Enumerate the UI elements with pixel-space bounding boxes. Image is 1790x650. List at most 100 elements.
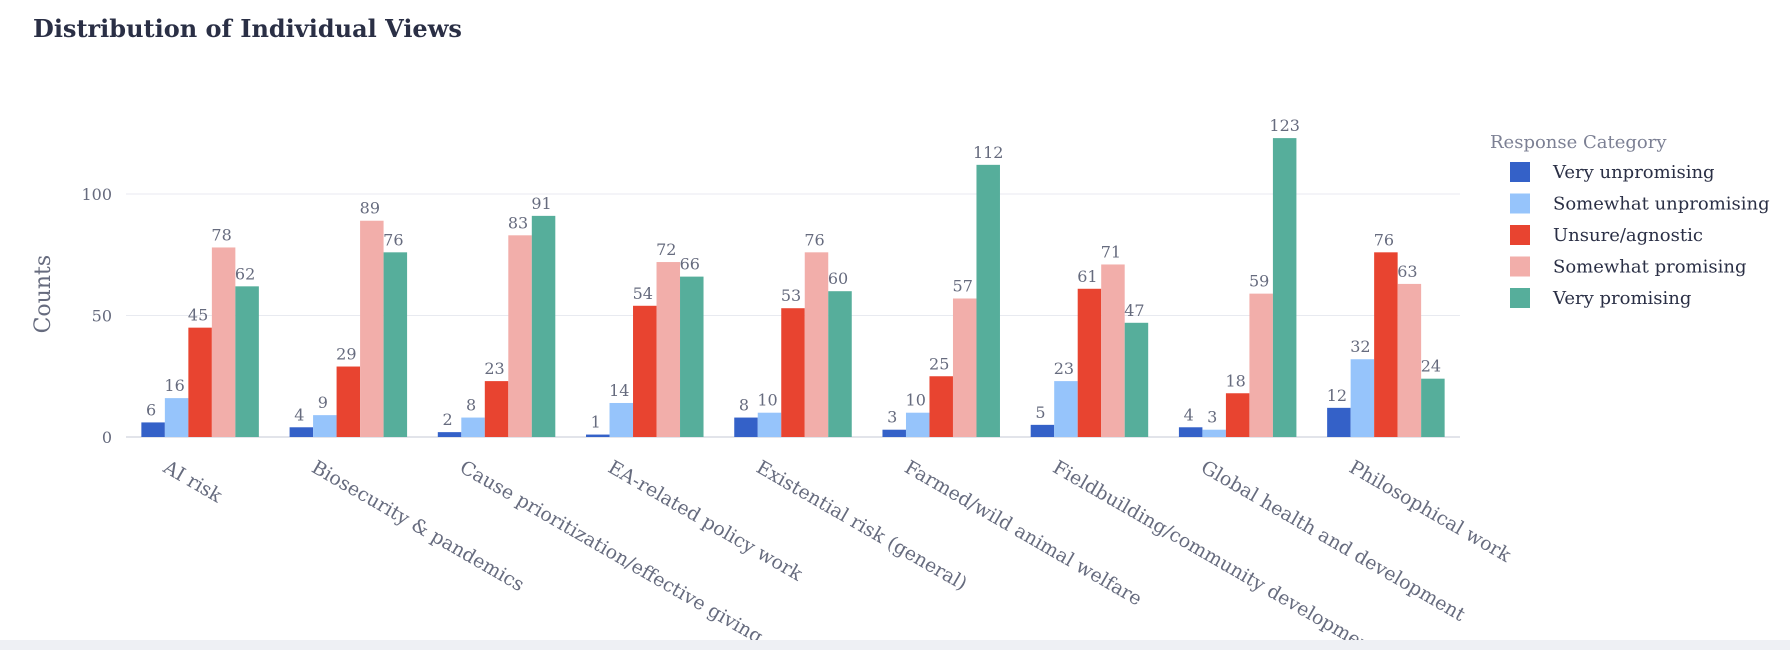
data-label: 24 (1421, 357, 1441, 376)
bars (141, 138, 1445, 438)
data-label: 45 (188, 306, 208, 325)
chart-title: Distribution of Individual Views (33, 14, 462, 43)
data-label: 63 (1397, 262, 1417, 281)
bar[interactable] (461, 417, 485, 437)
data-label: 123 (1269, 116, 1300, 135)
bar[interactable] (1178, 427, 1203, 437)
data-label: 78 (211, 225, 231, 244)
y-tick-label: 50 (92, 307, 112, 326)
data-label: 5 (1035, 403, 1045, 422)
x-tick-label: AI risk (159, 456, 226, 508)
bar[interactable] (1327, 407, 1351, 437)
bar[interactable] (336, 366, 361, 437)
data-label: 62 (235, 264, 255, 283)
data-label: 18 (1225, 371, 1245, 390)
data-label: 29 (336, 345, 356, 364)
data-label: 47 (1124, 301, 1144, 320)
bar[interactable] (1030, 424, 1055, 437)
data-label: 25 (929, 354, 949, 373)
bar[interactable] (586, 434, 610, 437)
legend-label: Somewhat promising (1553, 257, 1746, 278)
data-label: 61 (1077, 267, 1097, 286)
bar[interactable] (188, 327, 212, 437)
bar[interactable] (484, 381, 509, 437)
bar[interactable] (609, 402, 634, 437)
data-label: 6 (146, 400, 156, 419)
data-label: 32 (1350, 337, 1370, 356)
bar[interactable] (437, 432, 462, 437)
data-label: 83 (508, 213, 528, 232)
bar[interactable] (289, 427, 314, 437)
y-tick-label: 0 (102, 428, 112, 447)
bar[interactable] (360, 220, 384, 437)
data-label: 3 (1207, 408, 1217, 427)
data-label: 71 (1101, 242, 1121, 261)
y-tick-label: 100 (81, 185, 112, 204)
bar[interactable] (976, 164, 1000, 437)
bar[interactable] (680, 276, 704, 437)
bar[interactable] (952, 298, 977, 437)
bar[interactable] (1225, 393, 1250, 437)
data-label: 9 (318, 393, 328, 412)
bar[interactable] (757, 412, 782, 437)
bar[interactable] (882, 429, 906, 437)
bar[interactable] (313, 415, 337, 437)
data-label: 23 (1054, 359, 1074, 378)
bar[interactable] (164, 398, 189, 437)
data-label: 57 (953, 276, 973, 295)
bar[interactable] (1202, 429, 1226, 437)
legend-item[interactable]: Somewhat promising (1510, 256, 1746, 278)
bar[interactable] (1077, 288, 1102, 437)
data-label: 53 (781, 286, 801, 305)
bar[interactable] (1374, 252, 1398, 437)
bar[interactable] (531, 215, 556, 437)
data-label: 76 (383, 230, 403, 249)
data-label: 1 (591, 413, 601, 432)
bar[interactable] (1124, 322, 1149, 437)
bar[interactable] (1421, 378, 1445, 437)
legend-title: Response Category (1490, 132, 1667, 153)
legend-swatch (1510, 193, 1530, 214)
bar[interactable] (804, 252, 829, 437)
bar[interactable] (235, 286, 259, 437)
bar[interactable] (929, 376, 953, 437)
bar[interactable] (1397, 283, 1422, 437)
data-label: 16 (164, 376, 184, 395)
legend-item[interactable]: Very unpromising (1510, 162, 1715, 183)
bar[interactable] (1054, 381, 1078, 437)
data-label: 59 (1249, 272, 1269, 291)
data-label: 54 (633, 284, 653, 303)
y-axis-label: Counts (31, 255, 56, 334)
bar[interactable] (633, 305, 657, 437)
data-label: 12 (1327, 386, 1347, 405)
legend-item[interactable]: Somewhat unpromising (1510, 193, 1770, 215)
data-label: 4 (1184, 405, 1194, 424)
bar[interactable] (141, 422, 165, 437)
bar[interactable] (781, 308, 805, 437)
data-label: 76 (1374, 230, 1394, 249)
bar[interactable] (211, 247, 236, 437)
bar[interactable] (734, 417, 758, 437)
bar[interactable] (508, 235, 532, 437)
data-label: 66 (680, 255, 700, 274)
data-label: 60 (828, 269, 848, 288)
data-label: 8 (739, 396, 749, 415)
bar[interactable] (1350, 359, 1375, 437)
data-label: 76 (804, 230, 824, 249)
bar[interactable] (1249, 293, 1273, 437)
bar[interactable] (1272, 138, 1297, 438)
data-label: 10 (906, 391, 926, 410)
bar[interactable] (828, 291, 852, 437)
bar[interactable] (656, 262, 681, 437)
legend-item[interactable]: Unsure/agnostic (1510, 225, 1703, 246)
bar[interactable] (905, 412, 930, 437)
x-tick-label: Cause prioritization/effective giving (456, 456, 766, 640)
bar[interactable] (1101, 264, 1125, 437)
legend-item[interactable]: Very promising (1510, 288, 1691, 309)
bar[interactable] (383, 252, 408, 437)
data-label: 14 (609, 381, 629, 400)
legend-swatch (1510, 288, 1530, 308)
